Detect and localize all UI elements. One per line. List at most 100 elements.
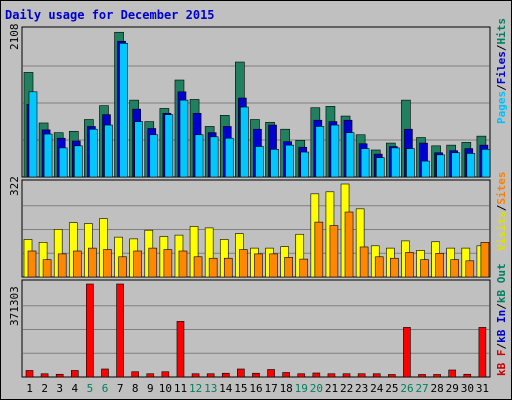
bar-pages bbox=[285, 144, 294, 178]
day-label: 13 bbox=[204, 382, 217, 395]
day-label: 30 bbox=[461, 382, 474, 395]
bar-sites bbox=[72, 250, 82, 278]
bar-pages bbox=[375, 157, 385, 178]
bar-sites bbox=[284, 257, 293, 278]
day-label: 20 bbox=[310, 382, 323, 395]
day-label: 22 bbox=[340, 382, 353, 395]
day-label: 8 bbox=[132, 382, 139, 395]
day-label: 5 bbox=[87, 382, 94, 395]
bar-kb-f bbox=[267, 369, 275, 378]
bar-pages bbox=[436, 154, 445, 178]
bar-kb-f bbox=[237, 368, 245, 378]
bar-pages bbox=[134, 121, 143, 178]
bar-kb-f bbox=[161, 371, 170, 378]
day-label: 26 bbox=[400, 382, 413, 395]
bar-pages bbox=[345, 132, 355, 178]
bar-kb-f bbox=[418, 374, 426, 378]
bar-sites bbox=[450, 259, 460, 278]
bar-sites bbox=[329, 225, 339, 278]
bar-kb-f bbox=[403, 327, 411, 378]
bar-sites bbox=[254, 253, 263, 278]
bar-kb-f bbox=[86, 283, 94, 378]
bar-kb-f bbox=[55, 373, 64, 378]
bar-pages bbox=[149, 134, 159, 178]
bar-sites bbox=[193, 256, 203, 278]
bar-pages bbox=[179, 99, 189, 178]
bar-pages bbox=[209, 136, 219, 178]
bar-pages bbox=[89, 128, 98, 178]
day-label: 24 bbox=[370, 382, 384, 395]
bar-kb-f bbox=[116, 283, 124, 378]
day-label: 31 bbox=[476, 382, 489, 395]
bar-pages bbox=[255, 146, 264, 178]
day-label: 16 bbox=[249, 382, 262, 395]
bar-kb-f bbox=[191, 373, 200, 378]
day-label: 12 bbox=[189, 382, 202, 395]
panel-2-bg bbox=[21, 279, 491, 378]
bar-sites bbox=[239, 249, 248, 278]
day-label: 23 bbox=[355, 382, 368, 395]
bar-pages bbox=[28, 91, 38, 178]
bar-sites bbox=[88, 247, 97, 278]
bar-kb-f bbox=[101, 368, 109, 378]
day-label: 7 bbox=[117, 382, 124, 395]
bar-sites bbox=[163, 249, 173, 278]
bar-sites bbox=[480, 242, 490, 278]
bar-kb-f bbox=[357, 373, 366, 378]
bar-pages bbox=[451, 152, 461, 178]
day-label: 25 bbox=[385, 382, 398, 395]
bar-pages bbox=[43, 133, 53, 178]
bar-sites bbox=[208, 257, 218, 278]
bar-sites bbox=[269, 253, 278, 278]
bar-kb-f bbox=[176, 321, 185, 378]
bar-kb-f bbox=[25, 370, 34, 378]
day-label: 19 bbox=[295, 382, 308, 395]
day-label: 14 bbox=[219, 382, 233, 395]
day-label: 10 bbox=[159, 382, 172, 395]
bar-sites bbox=[223, 257, 233, 278]
bar-sites bbox=[390, 257, 399, 278]
bar-kb-f bbox=[206, 373, 215, 378]
bar-pages bbox=[315, 126, 325, 178]
bar-pages bbox=[466, 153, 476, 178]
bar-kb-f bbox=[372, 373, 381, 378]
bar-kb-f bbox=[70, 370, 79, 378]
bar-sites bbox=[42, 259, 52, 278]
bar-kb-f bbox=[388, 374, 396, 378]
bar-pages bbox=[119, 43, 128, 178]
bar-kb-f bbox=[221, 372, 230, 378]
bar-sites bbox=[405, 252, 414, 278]
day-label: 6 bbox=[102, 382, 109, 395]
bar-pages bbox=[240, 106, 249, 178]
bar-pages bbox=[360, 148, 370, 178]
bar-kb-f bbox=[282, 372, 290, 378]
day-label: 4 bbox=[72, 382, 79, 395]
day-label: 1 bbox=[26, 382, 33, 395]
bar-pages bbox=[194, 134, 204, 178]
bar-pages bbox=[391, 147, 400, 178]
bar-kb-f bbox=[312, 372, 321, 378]
bar-pages bbox=[104, 124, 113, 178]
bar-sites bbox=[57, 253, 67, 278]
day-label: 27 bbox=[415, 382, 428, 395]
bar-pages bbox=[481, 148, 491, 178]
bar-kb-f bbox=[146, 373, 155, 378]
bar-pages bbox=[58, 147, 68, 178]
bar-kb-f bbox=[297, 373, 306, 378]
day-label: 17 bbox=[264, 382, 277, 395]
bar-kb-f bbox=[131, 371, 139, 378]
bar-sites bbox=[118, 256, 127, 278]
bar-kb-f bbox=[40, 373, 49, 378]
bar-sites bbox=[359, 246, 369, 278]
day-label: 2 bbox=[41, 382, 48, 395]
day-label: 9 bbox=[147, 382, 154, 395]
bar-sites bbox=[299, 258, 309, 278]
bar-sites bbox=[178, 250, 188, 278]
bar-sites bbox=[27, 250, 37, 278]
bar-pages bbox=[270, 148, 279, 178]
bar-pages bbox=[164, 114, 174, 178]
bar-sites bbox=[374, 256, 384, 278]
bar-sites bbox=[314, 221, 324, 278]
chart-title: Daily usage for December 2015 bbox=[5, 8, 215, 22]
